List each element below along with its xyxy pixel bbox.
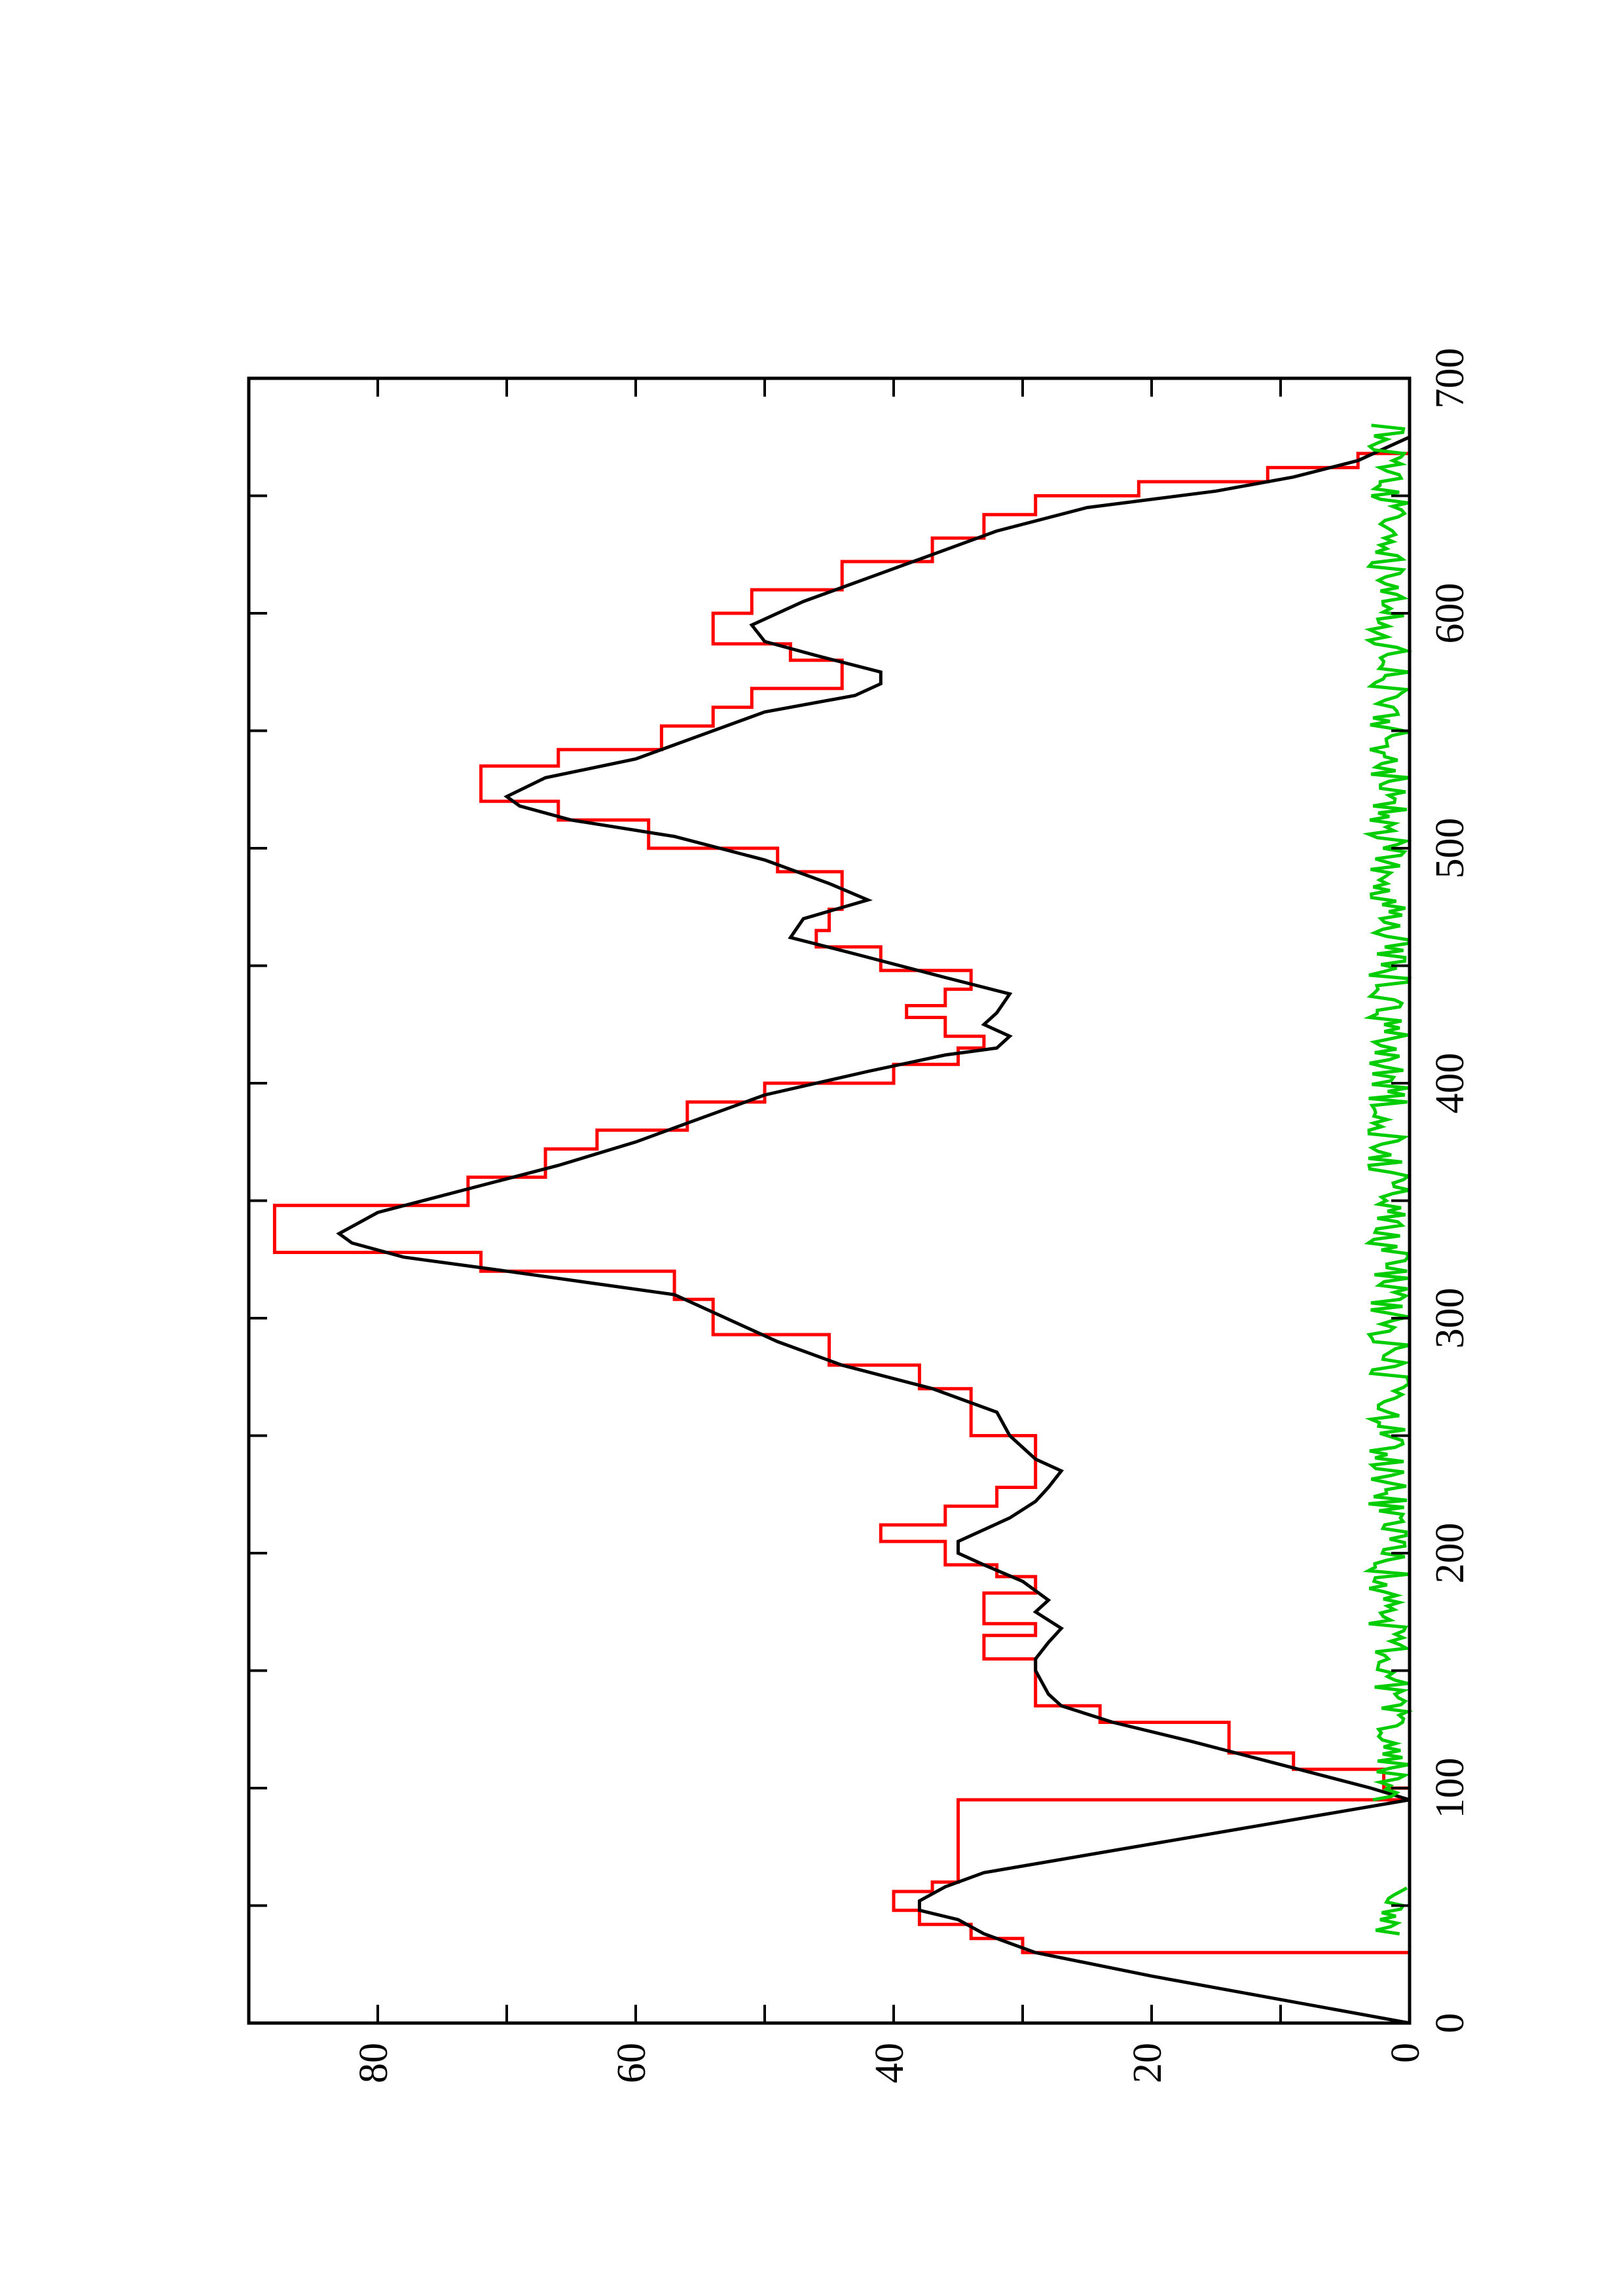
- x-tick-label-600: 600: [1428, 583, 1472, 644]
- series-2-segment-0: [1375, 1886, 1408, 1936]
- y-tick-label-80: 80: [352, 2043, 396, 2083]
- x-tick-label-500: 500: [1428, 818, 1472, 879]
- series-2-segment-1: [1362, 423, 1413, 1802]
- label-layer: 0 100 200 300 400 500 600 700 0 20 40 60 80: [352, 348, 1472, 2084]
- x-tick-label-300: 300: [1428, 1288, 1472, 1349]
- tick-layer: [247, 377, 1411, 2024]
- x-tick-label-0: 0: [1428, 2013, 1472, 2034]
- x-tick-label-100: 100: [1428, 1758, 1472, 1819]
- series-1-line: [336, 435, 1411, 2025]
- x-tick-label-200: 200: [1428, 1523, 1472, 1584]
- y-tick-label-0: 0: [1383, 2043, 1428, 2063]
- series-layer: [272, 423, 1413, 2025]
- y-tick-label-40: 40: [867, 2043, 912, 2083]
- x-tick-label-700: 700: [1428, 348, 1472, 409]
- x-tick-label-400: 400: [1428, 1053, 1472, 1114]
- series-0-line: [272, 452, 1412, 2023]
- y-tick-label-60: 60: [610, 2043, 654, 2083]
- y-tick-label-20: 20: [1125, 2043, 1170, 2083]
